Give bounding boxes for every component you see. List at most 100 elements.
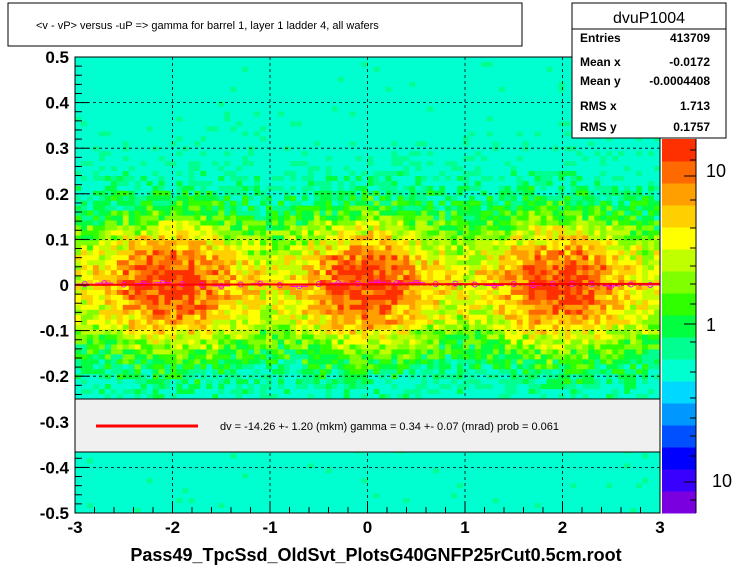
heatmap-cell — [230, 101, 237, 107]
heatmap-cell — [606, 205, 613, 212]
heatmap-cell — [200, 185, 207, 192]
heatmap-cell — [343, 205, 350, 212]
heatmap-cell — [224, 235, 231, 241]
heatmap-cell — [260, 200, 267, 207]
heatmap-cell — [349, 185, 356, 192]
heatmap-cell — [331, 185, 339, 192]
heatmap-cell — [158, 185, 165, 192]
heatmap-cell — [618, 265, 625, 271]
heatmap-cell — [546, 185, 553, 192]
heatmap-cell — [474, 96, 482, 103]
heatmap-cell — [170, 66, 177, 73]
heatmap-cell — [451, 195, 458, 202]
heatmap-cell — [134, 66, 142, 73]
heatmap-cell — [116, 299, 124, 306]
heatmap-cell — [134, 200, 142, 207]
heatmap-cell — [176, 235, 183, 241]
heatmap-cell — [492, 220, 500, 226]
heatmap-cell — [152, 161, 159, 167]
heatmap-cell — [152, 121, 159, 127]
heatmap-cell — [319, 205, 327, 212]
heatmap-cell — [260, 61, 267, 68]
heatmap-cell — [618, 240, 625, 246]
heatmap-cell — [122, 116, 130, 122]
heatmap-cell — [612, 280, 619, 286]
heatmap-cell — [182, 86, 189, 93]
heatmap-cell — [367, 166, 374, 172]
heatmap-cell — [397, 66, 404, 73]
heatmap-cell — [486, 180, 494, 187]
heatmap-cell — [385, 96, 392, 103]
heatmap-cell — [110, 61, 118, 68]
heatmap-cell — [510, 131, 518, 137]
heatmap-cell — [224, 66, 231, 73]
heatmap-cell — [457, 126, 464, 132]
heatmap-cell — [218, 220, 225, 226]
heatmap-cell — [546, 200, 553, 207]
heatmap-cell — [421, 161, 428, 167]
heatmap-cell — [248, 121, 255, 127]
heatmap-cell — [600, 220, 607, 226]
heatmap-cell — [540, 270, 547, 276]
heatmap-cell — [451, 66, 458, 73]
heatmap-cell — [254, 185, 261, 192]
heatmap-cell — [367, 260, 374, 266]
heatmap-cell — [140, 141, 148, 147]
heatmap-cell — [468, 205, 476, 212]
heatmap-cell — [116, 275, 124, 281]
heatmap-cell — [421, 260, 428, 266]
heatmap-cell — [439, 225, 446, 231]
heatmap-cell — [391, 205, 398, 212]
heatmap-cell — [277, 136, 285, 142]
heatmap-cell — [552, 299, 559, 306]
heatmap-cell — [75, 210, 82, 217]
heatmap-cell — [606, 171, 613, 177]
heatmap-cell — [283, 111, 291, 117]
heatmap-cell — [242, 275, 249, 281]
heatmap-cell — [480, 200, 488, 207]
heatmap-cell — [445, 275, 452, 281]
heatmap-cell — [504, 250, 512, 256]
heatmap-cell — [582, 294, 589, 301]
heatmap-cell — [331, 304, 339, 311]
heatmap-cell — [385, 81, 392, 88]
heatmap-cell — [480, 96, 488, 103]
heatmap-cell — [397, 96, 404, 103]
heatmap-cell — [606, 180, 613, 187]
heatmap-cell — [158, 289, 165, 296]
heatmap-cell — [325, 171, 333, 177]
heatmap-cell — [576, 230, 583, 236]
heatmap-cell — [319, 141, 327, 147]
heatmap-cell — [152, 225, 159, 231]
heatmap-cell — [468, 57, 476, 63]
heatmap-cell — [122, 220, 130, 226]
heatmap-cell — [295, 200, 303, 207]
heatmap-cell — [552, 235, 559, 241]
heatmap-cell — [546, 106, 553, 112]
heatmap-cell — [397, 111, 404, 117]
heatmap-cell — [176, 240, 183, 246]
heatmap-cell — [86, 275, 94, 281]
heatmap-cell — [277, 220, 285, 226]
heatmap-cell — [86, 126, 94, 132]
heatmap-cell — [236, 166, 243, 172]
heatmap-cell — [516, 57, 524, 63]
heatmap-cell — [289, 156, 297, 162]
heatmap-cell — [254, 126, 261, 132]
heatmap-cell — [522, 151, 530, 157]
heatmap-cell — [379, 240, 386, 246]
heatmap-cell — [522, 294, 530, 301]
heatmap-cell — [289, 260, 297, 266]
heatmap-cell — [624, 280, 631, 286]
heatmap-cell — [140, 76, 148, 83]
heatmap-cell — [492, 91, 500, 98]
heatmap-cell — [134, 71, 142, 78]
heatmap-cell — [397, 185, 404, 192]
heatmap-cell — [212, 185, 219, 192]
heatmap-cell — [427, 121, 434, 127]
heatmap-cell — [242, 146, 249, 152]
heatmap-cell — [146, 131, 153, 137]
heatmap-cell — [92, 250, 100, 256]
heatmap-cell — [439, 220, 446, 226]
heatmap-cell — [271, 270, 279, 276]
